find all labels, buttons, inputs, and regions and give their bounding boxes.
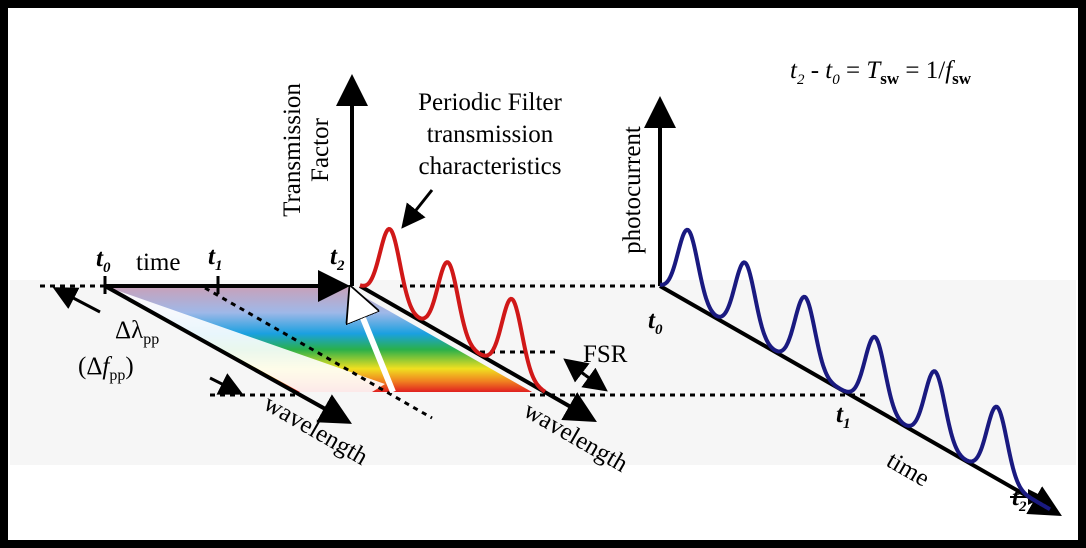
time-mark: t2: [1012, 484, 1027, 515]
white-arrow: [354, 296, 396, 394]
filter-curve: [359, 226, 547, 394]
white-wedge: [110, 288, 385, 392]
note: characteristics: [419, 153, 562, 180]
time-label: time: [136, 249, 180, 276]
time-mark: t1: [208, 243, 222, 274]
spectrum: [105, 286, 532, 392]
delta-f: (Δfpp): [78, 353, 134, 384]
time-mark: t1: [836, 401, 850, 432]
axis-label: Factor: [307, 117, 334, 182]
axis-label: photocurrent: [619, 126, 646, 254]
time-mark: t2: [330, 243, 345, 274]
delta-lambda: Δλpp: [115, 317, 159, 348]
time-mark: t0: [96, 245, 111, 276]
equation: t2 - t0 = Tsw = 1/fsw: [790, 57, 972, 88]
axis-label: Transmission: [279, 83, 306, 217]
time-mark: t0: [648, 307, 663, 338]
photocurrent-curve: [659, 227, 1052, 512]
note: Periodic Filter: [418, 89, 562, 116]
annotation-arrows: [52, 189, 608, 395]
fsr-label: FSR: [583, 341, 628, 368]
note: transmission: [427, 121, 554, 148]
